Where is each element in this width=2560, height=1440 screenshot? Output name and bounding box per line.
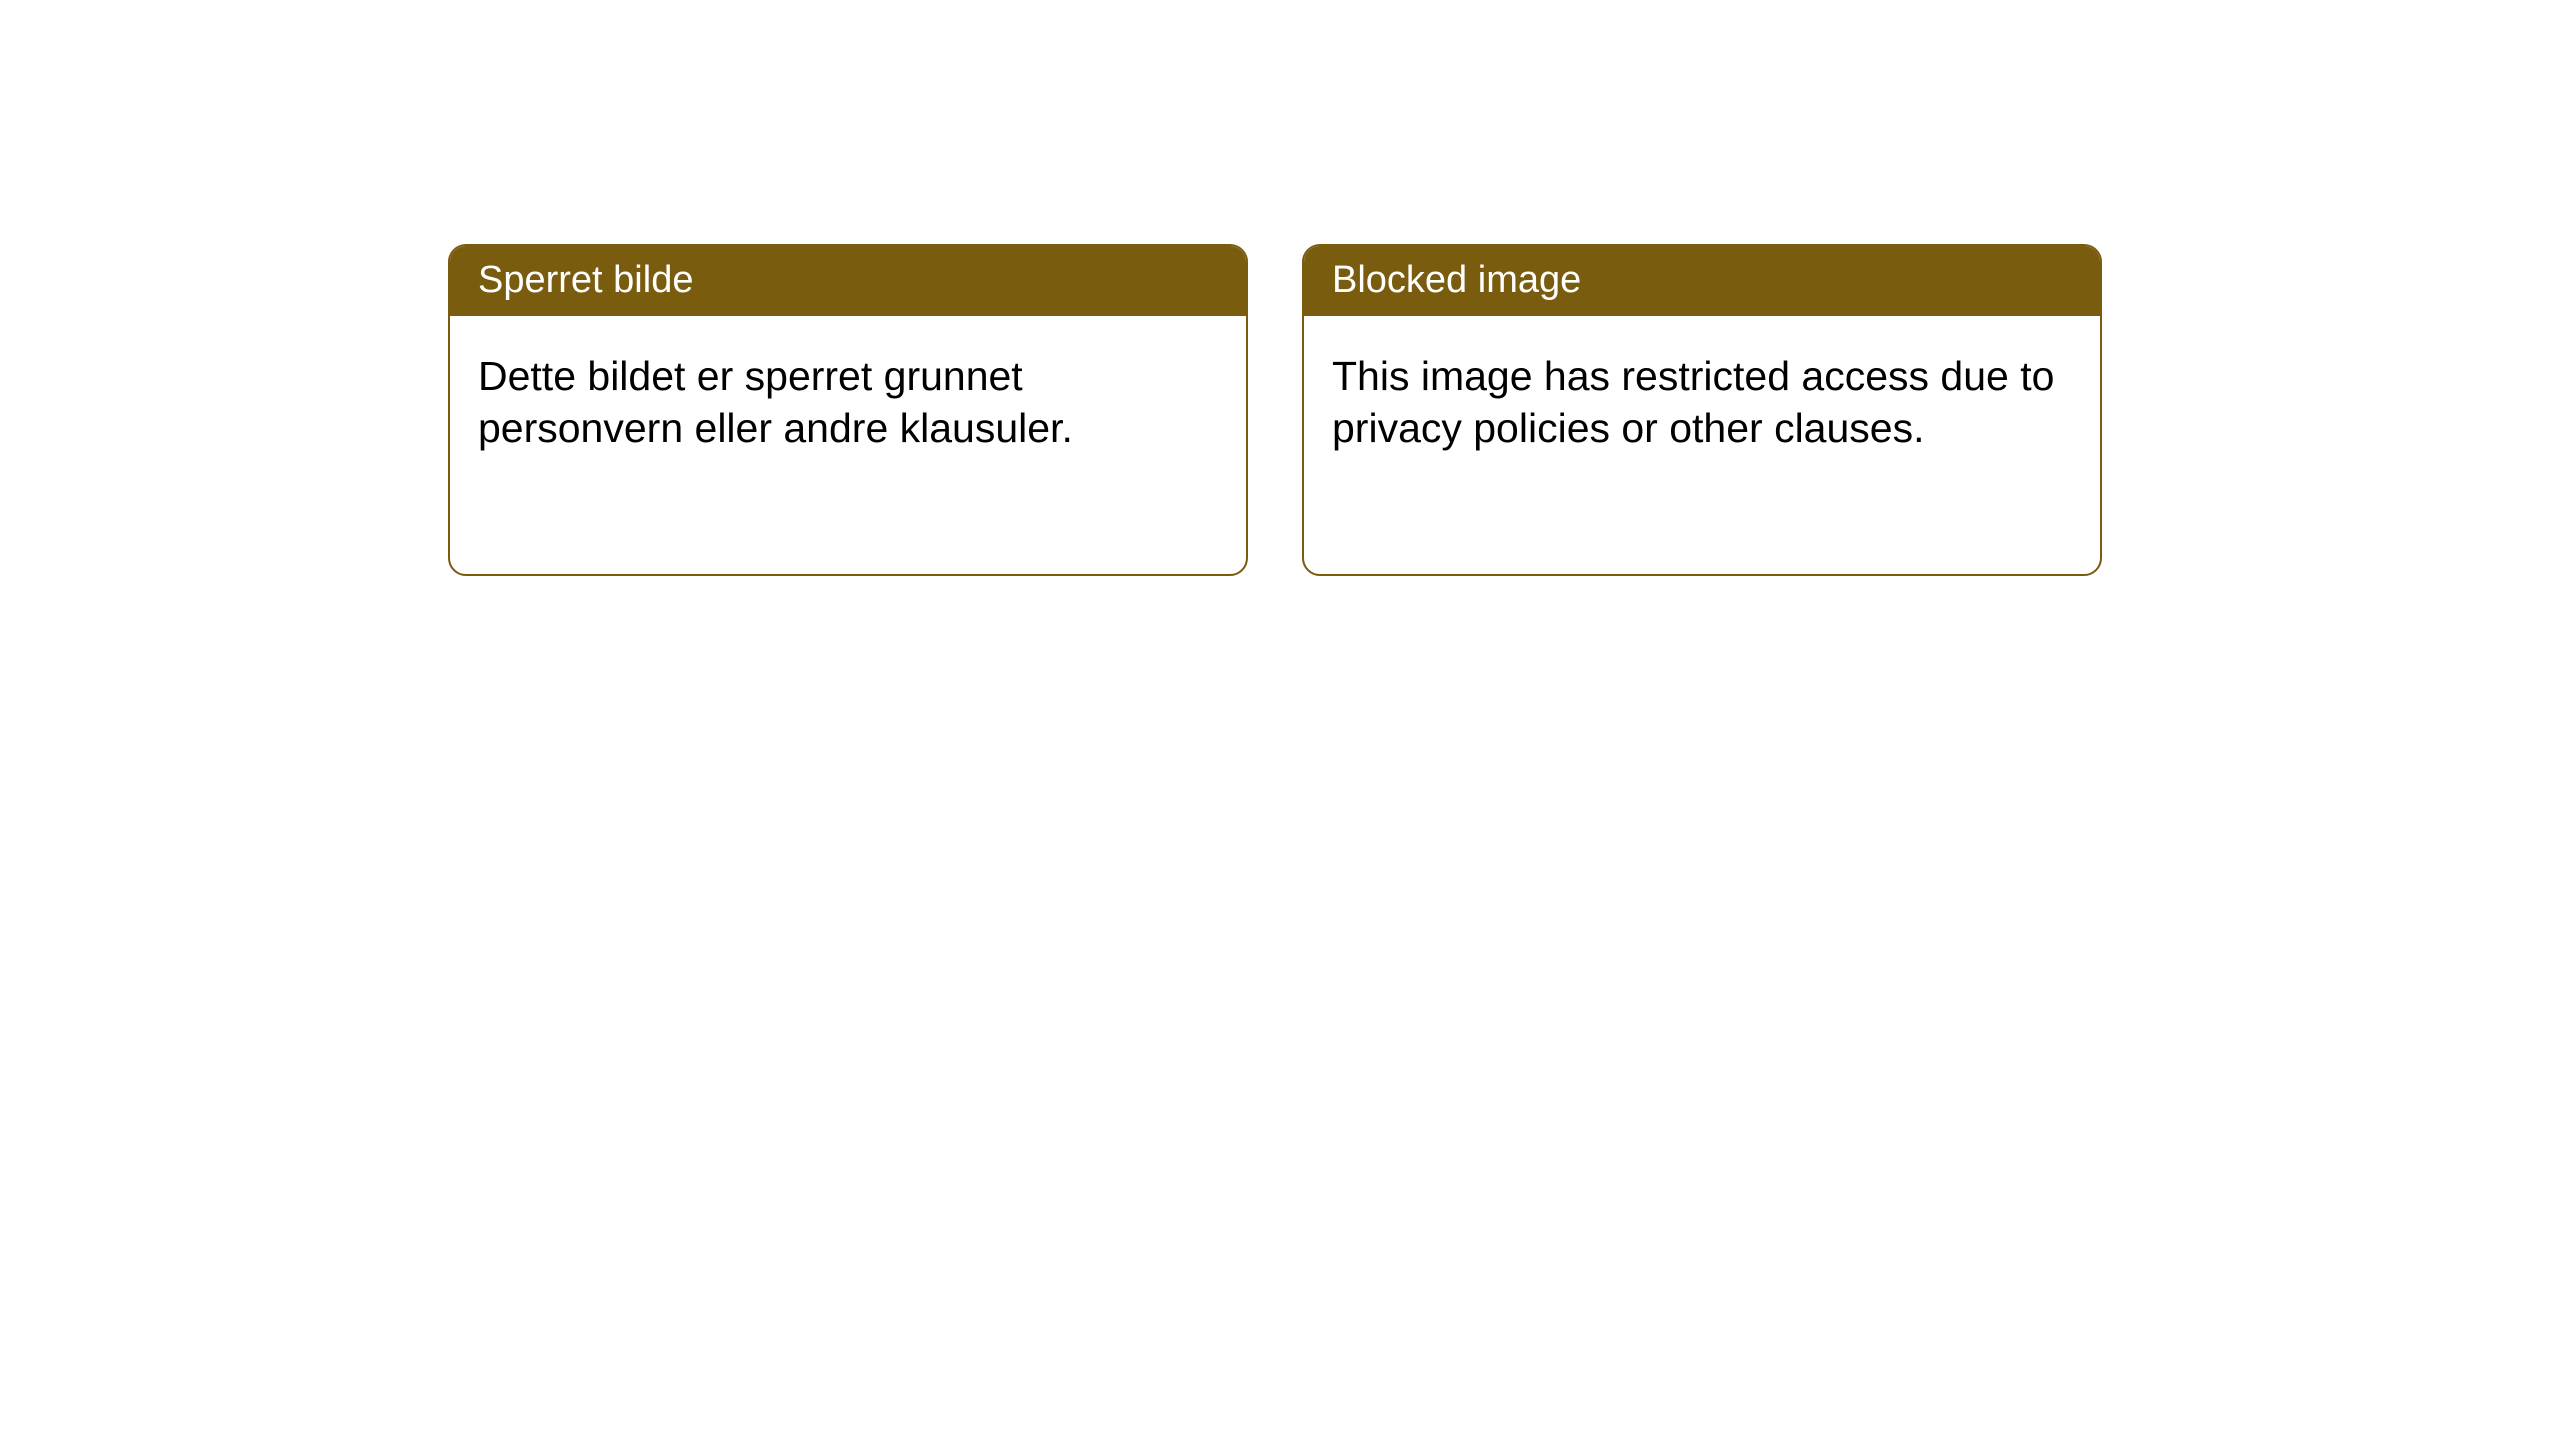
card-header-text: Sperret bilde	[478, 259, 693, 301]
card-header-text: Blocked image	[1332, 259, 1581, 301]
card-body-text: This image has restricted access due to …	[1332, 353, 2054, 451]
blocked-image-card-en: Blocked image This image has restricted …	[1302, 244, 2102, 576]
blocked-image-card-no: Sperret bilde Dette bildet er sperret gr…	[448, 244, 1248, 576]
card-header: Sperret bilde	[450, 246, 1246, 316]
card-body: This image has restricted access due to …	[1304, 316, 2100, 489]
card-header: Blocked image	[1304, 246, 2100, 316]
card-body-text: Dette bildet er sperret grunnet personve…	[478, 353, 1073, 451]
card-body: Dette bildet er sperret grunnet personve…	[450, 316, 1246, 489]
cards-container: Sperret bilde Dette bildet er sperret gr…	[448, 244, 2102, 576]
